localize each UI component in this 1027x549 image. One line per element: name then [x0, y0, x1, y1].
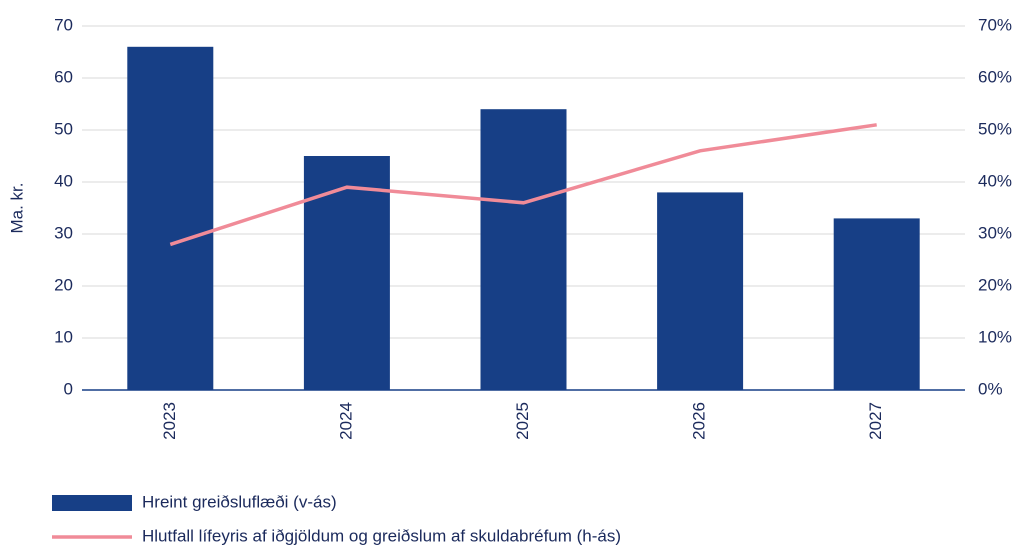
y-tick-label: 50	[54, 119, 73, 138]
y2-tick-label: 40%	[978, 171, 1012, 190]
y-tick-label: 10	[54, 327, 73, 346]
x-tick-label: 2023	[160, 402, 179, 440]
y-tick-label: 0	[64, 379, 73, 398]
y-tick-label: 70	[54, 15, 73, 34]
y2-tick-label: 50%	[978, 119, 1012, 138]
x-tick-label: 2024	[336, 402, 355, 440]
bar	[480, 109, 567, 390]
x-tick-label: 2027	[866, 402, 885, 440]
legend-label: Hreint greiðsluflæði (v-ás)	[142, 492, 337, 511]
x-tick-label: 2025	[513, 402, 532, 440]
legend-swatch	[52, 495, 132, 511]
y2-tick-label: 60%	[978, 67, 1012, 86]
line	[169, 123, 877, 247]
y-tick-label: 40	[54, 171, 73, 190]
x-tick-label: 2026	[690, 402, 709, 440]
y2-tick-label: 0%	[978, 379, 1003, 398]
legend-label: Hlutfall lífeyris af iðgjöldum og greiðs…	[142, 526, 621, 545]
y2-tick-label: 70%	[978, 15, 1012, 34]
y-tick-label: 60	[54, 67, 73, 86]
bar	[657, 192, 744, 390]
y2-tick-label: 10%	[978, 327, 1012, 346]
y2-tick-label: 20%	[978, 275, 1012, 294]
y-axis-label: Ma. kr.	[7, 182, 26, 233]
bar	[127, 46, 214, 391]
y-tick-label: 20	[54, 275, 73, 294]
y2-tick-label: 30%	[978, 223, 1012, 242]
y-tick-label: 30	[54, 223, 73, 242]
bar	[833, 218, 920, 390]
